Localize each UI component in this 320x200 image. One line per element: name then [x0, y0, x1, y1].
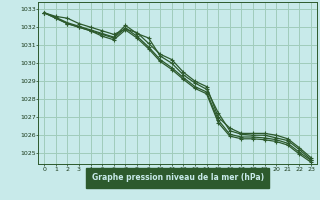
X-axis label: Graphe pression niveau de la mer (hPa): Graphe pression niveau de la mer (hPa): [92, 173, 264, 182]
